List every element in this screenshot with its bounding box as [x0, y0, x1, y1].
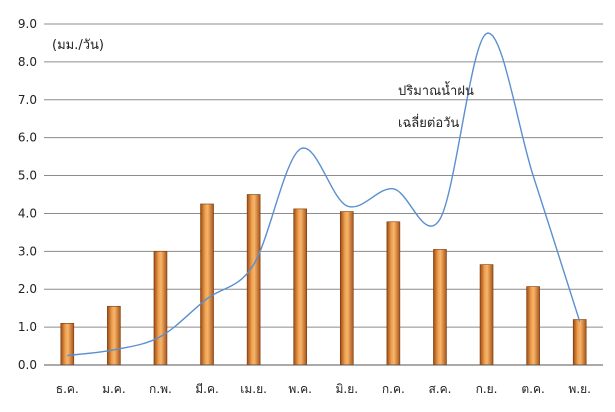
bar	[479, 264, 494, 366]
x-tick-label: ธ.ค.	[56, 382, 79, 396]
bar	[339, 211, 354, 366]
x-tick-label: มิ.ย.	[336, 382, 359, 396]
line-annotation-1: ปริมาณน้ำฝน	[398, 81, 474, 99]
rainfall-line	[67, 32, 581, 357]
y-tick-label: 3.0	[18, 244, 37, 258]
bar	[60, 323, 75, 366]
bar	[572, 319, 587, 366]
line-series	[67, 32, 581, 357]
bar	[200, 203, 214, 366]
y-axis-ticks: 0.0 1.0 2.0 3.0 4.0 5.0 6.0 7.0 8.0 9.0	[18, 17, 37, 372]
x-tick-label: พ.ย.	[568, 382, 591, 396]
y-tick-label: 4.0	[18, 206, 37, 220]
y-tick-label: 0.0	[18, 358, 37, 372]
x-tick-label: ก.พ.	[149, 382, 172, 396]
bar	[153, 251, 168, 366]
bar	[386, 221, 401, 366]
y-tick-label: 2.0	[18, 282, 37, 296]
y-tick-label: 6.0	[18, 131, 37, 145]
bar	[293, 208, 308, 366]
x-tick-label: เม.ย.	[240, 382, 267, 396]
x-axis-ticks: ธ.ค. ม.ค. ก.พ. มี.ค. เม.ย. พ.ค. มิ.ย. ก.ค. ส.ค. ก…	[56, 382, 591, 396]
bar	[107, 305, 121, 366]
y-tick-label: 1.0	[18, 320, 37, 334]
bar	[526, 286, 540, 366]
y-tick-label: 8.0	[18, 55, 37, 69]
bar-series	[60, 194, 587, 366]
x-tick-label: ก.ย.	[476, 382, 498, 396]
x-tick-label: ม.ค.	[102, 382, 126, 396]
line-annotation-2: เฉลี่ยต่อวัน	[398, 114, 459, 131]
x-tick-label: พ.ค.	[288, 382, 312, 396]
bar	[433, 249, 447, 366]
gridlines	[44, 23, 603, 366]
x-tick-label: ก.ค.	[382, 382, 405, 396]
bar	[246, 194, 261, 366]
x-tick-label: ส.ค.	[428, 382, 451, 396]
x-tick-label: ต.ค.	[521, 382, 544, 396]
unit-label: (มม./วัน)	[52, 38, 104, 53]
x-tick-label: มี.ค.	[195, 382, 219, 396]
y-tick-label: 9.0	[18, 17, 37, 31]
y-tick-label: 7.0	[18, 93, 37, 107]
y-tick-label: 5.0	[18, 169, 37, 183]
